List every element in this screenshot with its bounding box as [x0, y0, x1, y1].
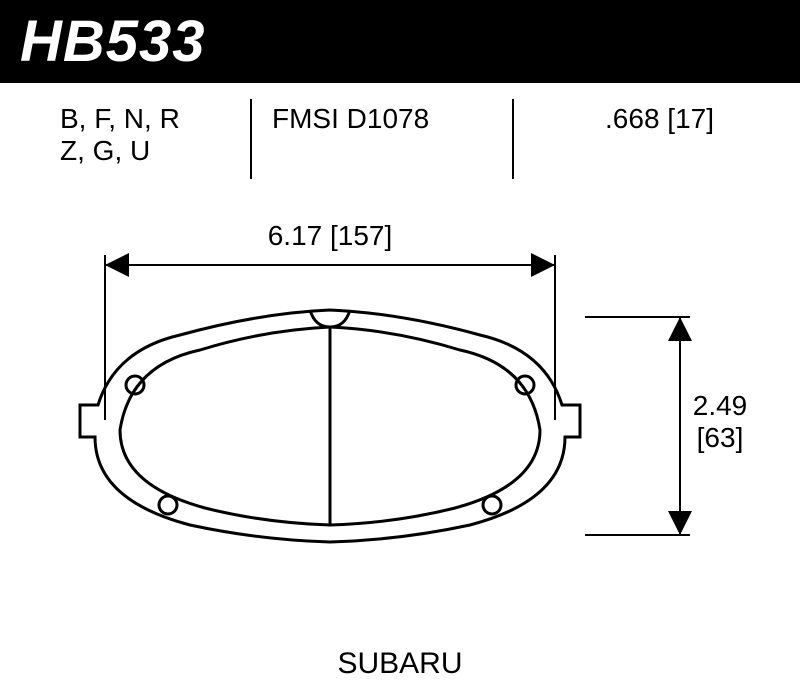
- fmsi-column: FMSI D1078: [252, 103, 512, 135]
- spec-row: B, F, N, R Z, G, U FMSI D1078 .668 [17]: [0, 83, 800, 179]
- brake-pad-diagram: 6.17 [157]: [0, 205, 800, 625]
- thickness-value: .668 [17]: [514, 103, 714, 135]
- compounds-column: B, F, N, R Z, G, U: [60, 103, 250, 167]
- svg-text:[63]: [63]: [697, 422, 744, 453]
- thickness-column: .668 [17]: [514, 103, 714, 135]
- brand-label: SUBARU: [0, 647, 800, 681]
- page: HB533 B, F, N, R Z, G, U FMSI D1078 .668…: [0, 0, 800, 691]
- height-dimension: 2.49 [63]: [585, 317, 747, 535]
- part-number: HB533: [20, 8, 780, 75]
- fmsi-code: FMSI D1078: [272, 103, 512, 135]
- header-bar: HB533: [0, 0, 800, 83]
- svg-text:6.17 [15: 6.17 [157]: [268, 220, 393, 251]
- compounds-line1: B, F, N, R: [60, 103, 250, 135]
- svg-text:2.49: 2.49: [693, 390, 748, 421]
- brake-pad-shape: [80, 310, 580, 542]
- compounds-line2: Z, G, U: [60, 135, 250, 167]
